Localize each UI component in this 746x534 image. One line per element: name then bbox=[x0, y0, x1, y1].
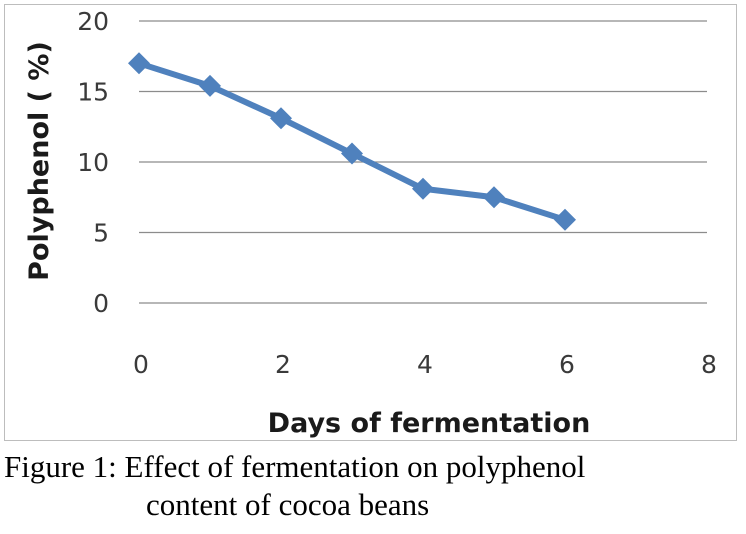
data-point-0 bbox=[128, 52, 150, 75]
y-tick-label-1: 5 bbox=[93, 219, 109, 248]
x-tick-label-4: 8 bbox=[701, 350, 717, 379]
y-tick-label-0: 0 bbox=[93, 289, 109, 318]
data-point-5 bbox=[483, 186, 505, 209]
caption-line-2: content of cocoa beans bbox=[146, 487, 430, 522]
x-tick-labels: 0 2 4 6 8 bbox=[133, 350, 717, 379]
data-point-4 bbox=[412, 177, 434, 200]
chart-frame: 0 5 10 15 20 0 2 4 6 8 Days of fermentation Poly… bbox=[4, 4, 737, 441]
data-point-6 bbox=[554, 208, 576, 231]
x-tick-label-0: 0 bbox=[133, 350, 149, 379]
y-tick-label-2: 10 bbox=[77, 148, 109, 177]
y-axis-title: Polyphenol ( %) bbox=[24, 41, 55, 281]
x-tick-label-3: 6 bbox=[559, 350, 575, 379]
x-tick-label-2: 4 bbox=[417, 350, 433, 379]
x-tick-label-1: 2 bbox=[275, 350, 291, 379]
gridlines bbox=[139, 20, 707, 234]
y-tick-label-4: 20 bbox=[77, 7, 109, 36]
caption-line-1: Figure 1: Effect of fermentation on poly… bbox=[4, 449, 586, 484]
x-axis-title: Days of fermentation bbox=[268, 408, 591, 439]
figure-caption: Figure 1: Effect of fermentation on poly… bbox=[0, 448, 746, 524]
line-chart: 0 5 10 15 20 0 2 4 6 8 Days of fermentation Poly… bbox=[24, 7, 717, 439]
y-tick-labels: 0 5 10 15 20 bbox=[77, 7, 109, 318]
data-series bbox=[128, 52, 576, 231]
data-point-3 bbox=[341, 142, 363, 165]
y-tick-label-3: 15 bbox=[77, 78, 109, 107]
data-point-1 bbox=[199, 74, 221, 97]
data-point-2 bbox=[270, 107, 292, 130]
